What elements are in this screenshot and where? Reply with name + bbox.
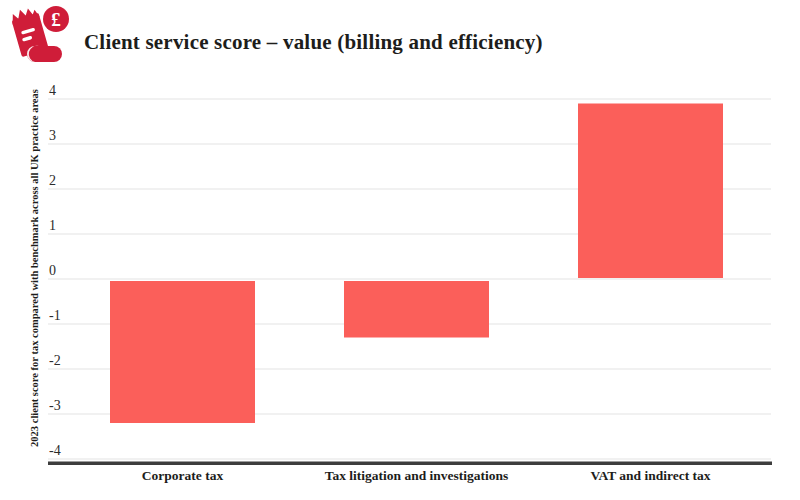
category-label: Corporate tax — [142, 468, 224, 483]
bar-chart-plot: 4 3 2 1 0 -1 -2 -3 -4 Corporate tax Tax litigation… — [0, 75, 800, 500]
y-tick-label: 3 — [49, 128, 56, 143]
chart-page: £ Client service score – value (billing … — [0, 0, 800, 500]
y-tick-label: 2 — [49, 173, 56, 188]
y-tick-label: -1 — [49, 308, 61, 323]
receipt-pound-icon: £ — [8, 4, 72, 64]
category-label: VAT and indirect tax — [590, 468, 710, 483]
y-tick-label: 4 — [49, 83, 56, 98]
y-tick-label: -3 — [49, 398, 61, 413]
bar — [110, 281, 255, 423]
bar — [344, 281, 489, 338]
y-tick-label: -4 — [49, 443, 61, 458]
chart-header: £ Client service score – value (billing … — [0, 0, 800, 70]
pound-symbol: £ — [51, 9, 61, 30]
bar — [578, 104, 723, 279]
y-tick-label: 0 — [49, 263, 56, 278]
y-tick-label: 1 — [49, 218, 56, 233]
chart-title: Client service score – value (billing an… — [84, 30, 543, 55]
x-axis-line — [48, 462, 772, 466]
category-label: Tax litigation and investigations — [325, 468, 509, 483]
y-tick-label: -2 — [49, 353, 61, 368]
